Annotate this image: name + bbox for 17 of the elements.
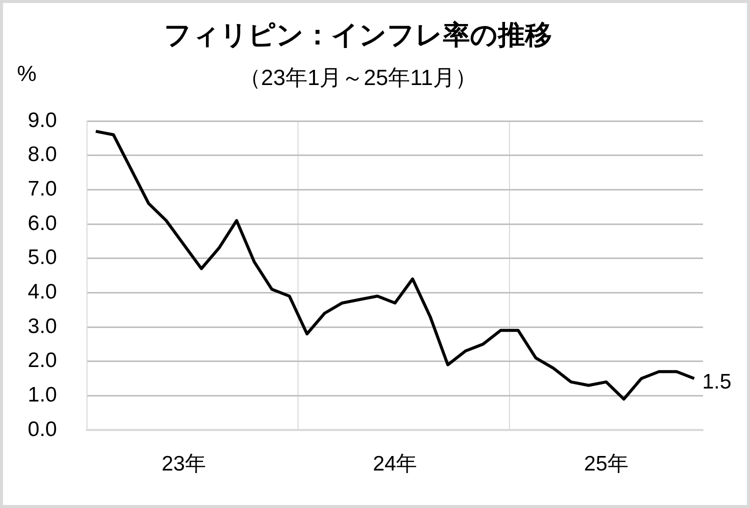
data-label: 1.5 xyxy=(702,370,732,394)
y-tick-label: 1.0 xyxy=(28,383,57,406)
x-tick-label: 24年 xyxy=(372,452,418,476)
x-tick-label: 23年 xyxy=(162,452,206,476)
y-tick-label: 9.0 xyxy=(28,108,57,132)
y-tick-label: 0.0 xyxy=(28,418,57,441)
y-tick-label: 3.0 xyxy=(28,314,57,338)
y-tick-label: 4.0 xyxy=(28,280,57,304)
y-tick-label: 2.0 xyxy=(28,349,57,372)
x-tick-label: 25年 xyxy=(584,452,628,476)
y-tick-label: 7.0 xyxy=(28,177,57,200)
y-axis-title: % xyxy=(17,61,37,87)
y-tick-label: 6.0 xyxy=(28,212,57,235)
chart-title: フィリピン：インフレ率の推移 xyxy=(163,19,553,52)
y-tick-label: 8.0 xyxy=(28,143,57,166)
y-tick-label: 5.0 xyxy=(28,246,57,270)
chart-subtitle: （23年1月～25年11月） xyxy=(238,65,477,90)
